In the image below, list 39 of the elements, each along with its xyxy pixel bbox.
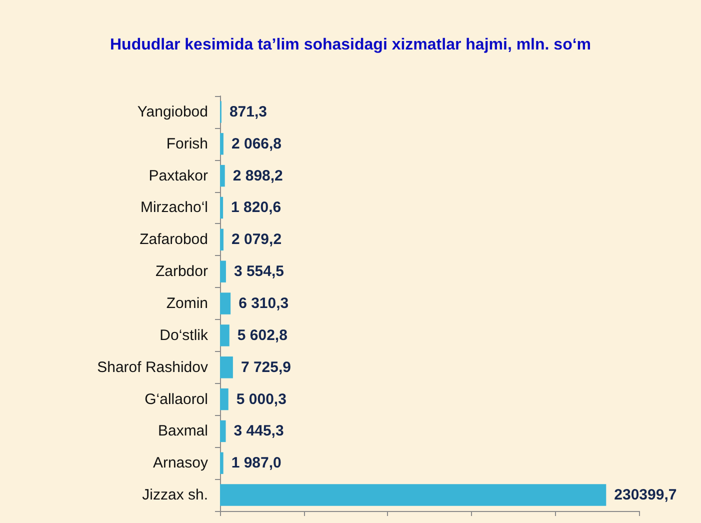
bar	[220, 228, 224, 251]
data-label: 5 000,3	[236, 390, 286, 408]
data-label: 230399,7	[614, 486, 677, 504]
y-tick-label: Arnasoy	[152, 454, 208, 472]
bar	[220, 260, 226, 282]
data-label: 3 445,3	[234, 422, 284, 440]
y-tick-label: Zafarobod	[140, 231, 208, 248]
bar	[220, 133, 224, 155]
y-tick-label: Paxtakor	[148, 167, 208, 184]
bar	[220, 388, 228, 410]
bar	[220, 324, 230, 346]
data-label: 5 602,8	[237, 326, 288, 344]
y-tick-label: Jizzax sh.	[142, 486, 208, 504]
data-label: 6 310,3	[238, 295, 289, 312]
data-label: 2 079,2	[231, 231, 282, 248]
bar	[220, 164, 225, 187]
y-tick-label: Zomin	[166, 295, 208, 312]
bar	[220, 452, 224, 474]
bar	[220, 420, 226, 442]
data-label: 871,3	[229, 103, 268, 120]
y-tick-label: Zarbdor	[155, 263, 208, 280]
data-label: 1 820,6	[231, 199, 282, 216]
bar	[220, 292, 231, 314]
data-label: 1 987,0	[231, 454, 282, 472]
data-label: 2 066,8	[231, 135, 282, 152]
chart-title: Hududlar kesimida ta’lim sohasidagi xizmatlar hajmi, mln. so‘m	[110, 36, 592, 54]
y-tick-label: Mirzacho‘l	[140, 199, 208, 216]
bar	[220, 196, 224, 219]
y-tick-label: Yangiobod	[137, 103, 208, 120]
y-tick-label: Sharof Rashidov	[97, 358, 208, 376]
y-tick-label: G‘allaorol	[144, 390, 208, 408]
data-label: 2 898,2	[232, 167, 283, 184]
bar	[220, 356, 233, 378]
y-tick-label: Forish	[166, 135, 208, 152]
bar	[220, 484, 606, 506]
data-label: 7 725,9	[240, 358, 291, 376]
y-tick-label: Baxmal	[158, 422, 208, 440]
y-tick-label: Do‘stlik	[160, 326, 208, 344]
data-label: 3 554,5	[234, 263, 284, 280]
